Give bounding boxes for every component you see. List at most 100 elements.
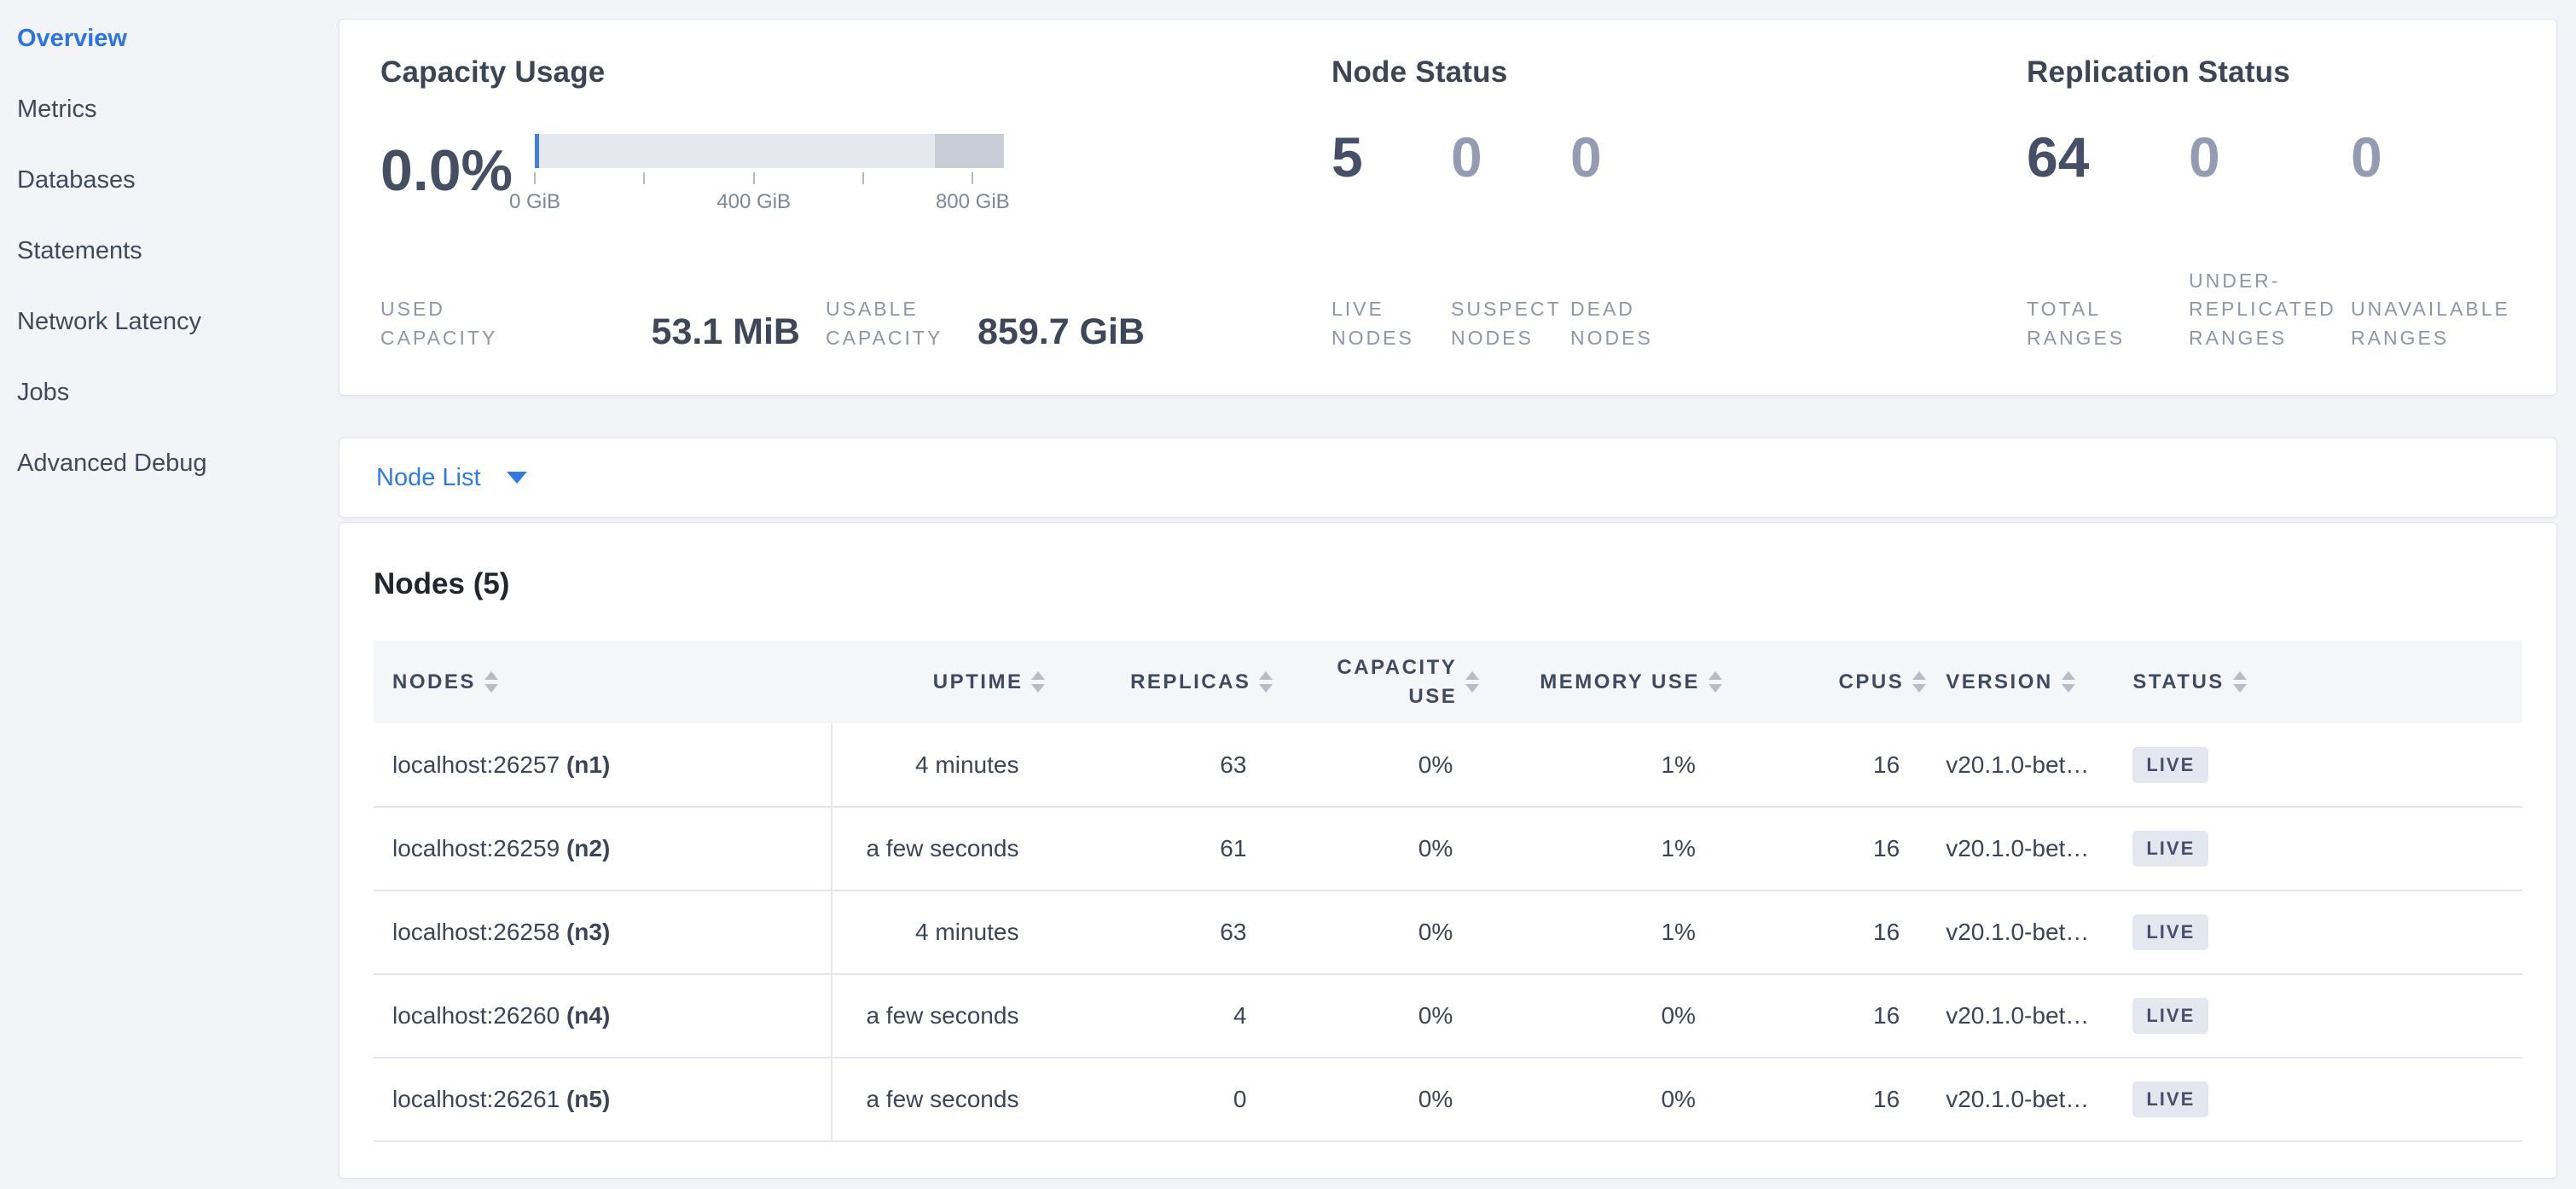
sidebar-item-advanced-debug[interactable]: Advanced Debug <box>17 450 207 477</box>
column-header-version[interactable]: VERSION <box>1927 641 2115 723</box>
sort-desc-icon <box>2061 684 2075 693</box>
sidebar-item-jobs[interactable]: Jobs <box>17 379 70 406</box>
summary-metric-label: UNAVAILABLE RANGES <box>2351 298 2510 349</box>
capacity-metric-label: USED CAPACITY <box>380 298 498 349</box>
capacity-usage-section: Capacity Usage 0.0% 0 GiB 400 GiB 800 GiB … <box>380 55 1332 352</box>
summary-metric-value: 0 <box>1451 125 1482 188</box>
cell-status: LIVE <box>2114 974 2284 1058</box>
sort-arrows-icon <box>2061 671 2075 693</box>
node-list-dropdown-label: Node List <box>376 463 481 491</box>
summary-metric-label: DEAD NODES <box>1570 298 1653 349</box>
capacity-metric-usable-capacity: USABLE CAPACITY 859.7 GiB <box>826 295 1145 352</box>
cell-cpus: 16 <box>1722 890 1928 975</box>
sidebar-item-network-latency[interactable]: Network Latency <box>17 308 201 335</box>
cell-status: LIVE <box>2114 890 2284 975</box>
cell-replicas: 63 <box>1046 890 1274 975</box>
column-header-label: STATUS <box>2132 670 2225 693</box>
status-badge: LIVE <box>2132 914 2209 950</box>
sort-desc-icon <box>1465 684 1480 693</box>
cell-version: v20.1.0-bet… <box>1927 807 2115 891</box>
node-id: (n4) <box>566 1002 611 1029</box>
axis-tick-label: 400 GiB <box>717 190 792 213</box>
column-header-label: MEMORY USE <box>1540 670 1700 693</box>
column-header-inner: MEMORY USE <box>1481 670 1722 694</box>
node-address: localhost:26259 <box>392 835 566 861</box>
chevron-down-icon <box>506 472 527 484</box>
column-header-replicas[interactable]: REPLICAS <box>1046 641 1274 723</box>
node-address: localhost:26258 <box>392 919 566 945</box>
capacity-usage-title: Capacity Usage <box>380 55 606 89</box>
capacity-bar-dark-segment <box>934 134 1004 168</box>
cell-capacity-use: 0% <box>1273 890 1481 975</box>
cell-spacer <box>2283 890 2522 975</box>
summary-metric-label: LIVE NODES <box>1332 298 1414 349</box>
cell-replicas: 61 <box>1046 807 1274 891</box>
axis-tick <box>972 172 974 184</box>
sort-desc-icon <box>484 684 498 693</box>
summary-metric-total-ranges: 64 TOTAL RANGES <box>2027 129 2189 352</box>
cell-capacity-use: 0% <box>1273 974 1481 1058</box>
column-header-status[interactable]: STATUS <box>2114 641 2284 723</box>
summary-metric-value: 5 <box>1332 125 1363 188</box>
column-header-memory-use[interactable]: MEMORY USE <box>1480 641 1723 723</box>
sort-asc-icon <box>1912 671 1927 680</box>
table-row[interactable]: localhost:26258 (n3) 4 minutes 63 0% 1% 16 v20… <box>374 890 2522 975</box>
cell-capacity-use: 0% <box>1273 807 1481 891</box>
table-row[interactable]: localhost:26261 (n5) a few seconds 0 0% 0% 16… <box>374 1058 2522 1142</box>
sidebar-item-databases[interactable]: Databases <box>17 166 136 194</box>
capacity-metric-value: 53.1 MiB <box>651 311 800 352</box>
column-header-inner: NODES <box>392 670 831 694</box>
sort-asc-icon <box>484 671 498 680</box>
sidebar-item-metrics[interactable]: Metrics <box>17 96 97 123</box>
cell-version: v20.1.0-bet… <box>1927 974 2115 1058</box>
sort-asc-icon <box>1465 671 1480 680</box>
table-row[interactable]: localhost:26260 (n4) a few seconds 4 0% 0% 16… <box>374 974 2522 1058</box>
table-row[interactable]: localhost:26257 (n1) 4 minutes 63 0% 1% 16 v20… <box>374 723 2522 808</box>
status-badge: LIVE <box>2132 831 2209 867</box>
capacity-used-percent: 0.0% <box>380 138 513 203</box>
status-badge: LIVE <box>2132 746 2209 783</box>
node-list-dropdown[interactable]: Node List <box>376 464 527 492</box>
cell-replicas: 63 <box>1046 723 1274 808</box>
cell-capacity-use: 0% <box>1273 723 1481 808</box>
column-header-label: REPLICAS <box>1130 670 1251 693</box>
replication-status-title: Replication Status <box>2027 55 2290 89</box>
column-header-inner: REPLICAS <box>1047 670 1273 694</box>
column-header-spacer <box>2283 641 2522 723</box>
column-header-nodes[interactable]: NODES <box>374 641 832 723</box>
capacity-bar-axis: 0 GiB 400 GiB 800 GiB <box>509 168 1010 221</box>
cell-status: LIVE <box>2114 807 2284 891</box>
node-address: localhost:26257 <box>392 751 566 778</box>
sort-desc-icon <box>1708 684 1722 693</box>
cell-uptime: 4 minutes <box>830 890 1047 975</box>
summary-metric-value: 0 <box>1570 125 1602 188</box>
cell-memory-use: 1% <box>1480 723 1723 808</box>
capacity-metrics-row: USED CAPACITY 53.1 MiB USABLE CAPACITY 859.… <box>380 295 1332 352</box>
summary-metric-label: SUSPECT NODES <box>1451 298 1562 349</box>
sort-desc-icon <box>1259 684 1273 693</box>
column-header-inner: VERSION <box>1946 670 2113 694</box>
column-header-capacity-use[interactable]: CAPACITY USE <box>1273 641 1481 723</box>
column-header-uptime[interactable]: UPTIME <box>831 641 1047 723</box>
sidebar-item-statements[interactable]: Statements <box>17 237 142 264</box>
main-content: Capacity Usage 0.0% 0 GiB 400 GiB 800 GiB … <box>339 0 2576 1189</box>
capacity-bar-chart: 0 GiB 400 GiB 800 GiB <box>509 134 1010 221</box>
summary-metric-value: 0 <box>2189 125 2220 188</box>
sidebar: Overview Metrics Databases Statements Networ… <box>0 0 339 1189</box>
sort-desc-icon <box>1031 684 1046 693</box>
axis-tick-label: 0 GiB <box>508 190 561 213</box>
summary-metric-label: TOTAL RANGES <box>2027 298 2126 349</box>
sort-desc-icon <box>1912 684 1927 693</box>
table-row[interactable]: localhost:26259 (n2) a few seconds 61 0% 1% 1… <box>374 807 2522 891</box>
axis-tick <box>862 172 864 184</box>
cluster-summary-card: Capacity Usage 0.0% 0 GiB 400 GiB 800 GiB … <box>339 19 2557 396</box>
capacity-metric-label: USABLE CAPACITY <box>826 298 943 349</box>
summary-metric-suspect-nodes: 0 SUSPECT NODES <box>1451 129 1570 352</box>
sort-arrows-icon <box>1912 671 1927 693</box>
cell-replicas: 4 <box>1046 974 1274 1058</box>
sort-arrows-icon <box>484 671 498 693</box>
sidebar-item-overview[interactable]: Overview <box>17 25 127 52</box>
cell-spacer <box>2283 1058 2522 1142</box>
column-header-cpus[interactable]: CPUS <box>1722 641 1928 723</box>
node-list-dropdown-card: Node List <box>339 438 2557 518</box>
